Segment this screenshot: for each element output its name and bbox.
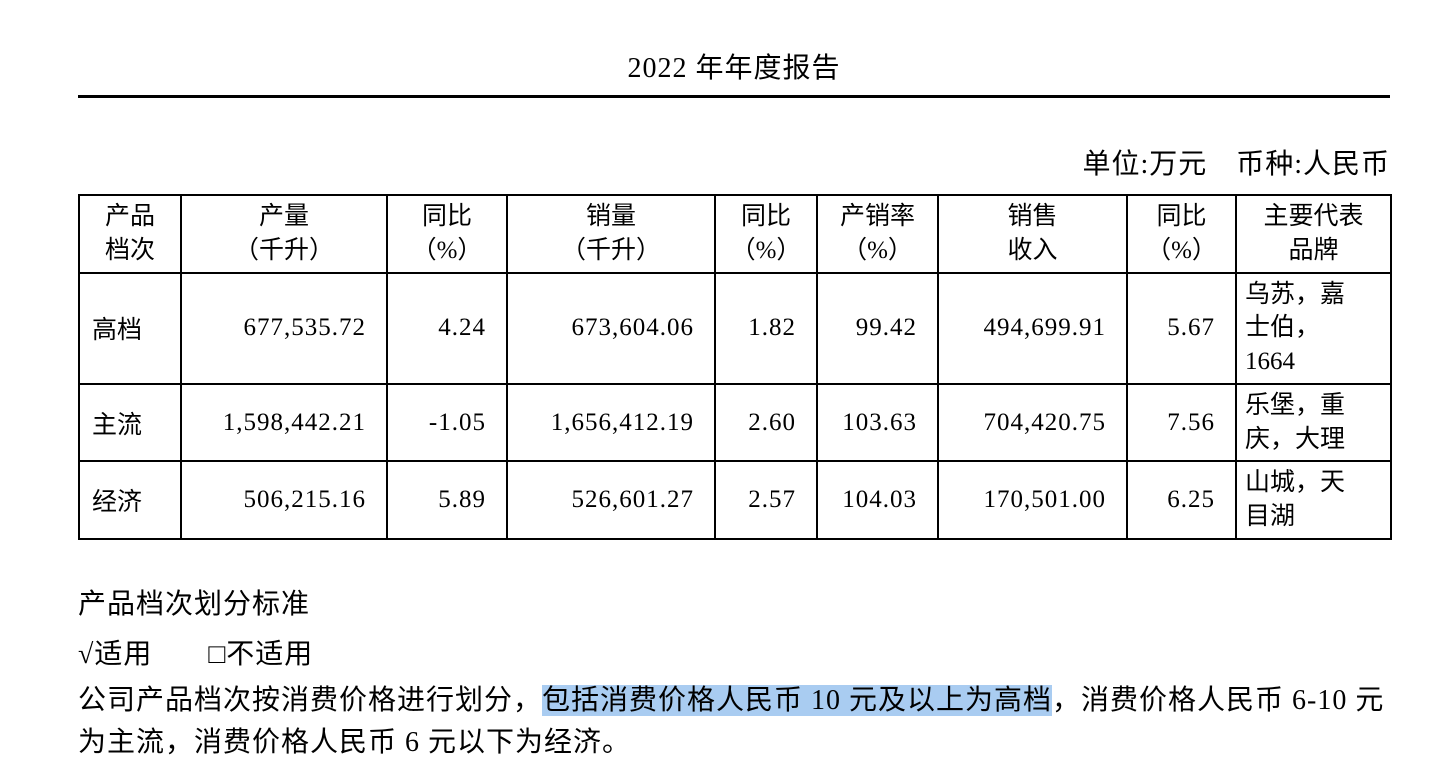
report-title: 2022 年年度报告 <box>627 53 841 84</box>
header-sales-ratio: 产销率 （%） <box>816 194 939 274</box>
cell-tier: 高档 <box>78 271 182 385</box>
cell-tier: 主流 <box>78 382 182 463</box>
header-product-tier: 产品 档次 <box>78 194 182 274</box>
cell-brands: 乐堡，重 庆，大理 <box>1235 382 1392 463</box>
header-revenue-yoy: 同比 （%） <box>1126 194 1237 274</box>
cell-sales-yoy: 2.57 <box>714 460 818 540</box>
cell-brands: 山城，天 目湖 <box>1235 460 1392 540</box>
cell-revenue: 704,420.75 <box>937 382 1128 463</box>
cell-production-yoy: -1.05 <box>386 382 508 463</box>
applicability-line: √适用 □不适用 <box>78 632 1390 672</box>
applicable-option: √适用 <box>78 638 153 670</box>
page-content: 2022 年年度报告 单位:万元 币种:人民币 产品 档次 产量 （千升） 同比… <box>78 0 1392 765</box>
cell-production: 677,535.72 <box>180 271 388 385</box>
cell-sales-ratio: 99.42 <box>816 271 939 385</box>
header-production-yoy: 同比 （%） <box>386 194 508 274</box>
header-revenue: 销售 收入 <box>937 194 1128 274</box>
notes-heading: 产品档次划分标准 <box>78 588 311 620</box>
cell-revenue: 170,501.00 <box>937 460 1128 540</box>
not-applicable-option: □不适用 <box>208 638 314 670</box>
cell-revenue-yoy: 6.25 <box>1126 460 1237 540</box>
cell-production-yoy: 4.24 <box>386 271 508 385</box>
table-header-row: 产品 档次 产量 （千升） 同比 （%） 销量 （千升） 同比 （%） 产销率 … <box>78 194 1392 274</box>
cell-production: 1,598,442.21 <box>180 382 388 463</box>
cell-revenue-yoy: 7.56 <box>1126 382 1237 463</box>
paragraph-text-before: 公司产品档次按消费价格进行划分， <box>78 684 543 716</box>
cell-tier: 经济 <box>78 460 182 540</box>
table-row-economy: 经济 506,215.16 5.89 526,601.27 2.57 104.0… <box>78 460 1392 540</box>
highlighted-text: 包括消费价格人民币 10 元及以上为高档 <box>542 684 1053 716</box>
cell-brands: 乌苏，嘉 士伯， 1664 <box>1235 271 1392 385</box>
cell-production-yoy: 5.89 <box>386 460 508 540</box>
cell-sales-ratio: 103.63 <box>816 382 939 463</box>
header-brands: 主要代表 品牌 <box>1235 194 1392 274</box>
table-row-mainstream: 主流 1,598,442.21 -1.05 1,656,412.19 2.60 … <box>78 382 1392 463</box>
cell-sales-volume: 1,656,412.19 <box>506 382 716 463</box>
cell-sales-volume: 673,604.06 <box>506 271 716 385</box>
cell-sales-yoy: 1.82 <box>714 271 818 385</box>
product-tier-table: 产品 档次 产量 （千升） 同比 （%） 销量 （千升） 同比 （%） 产销率 … <box>78 194 1392 540</box>
units-currency-line: 单位:万元 币种:人民币 <box>1082 149 1390 180</box>
header-production: 产量 （千升） <box>180 194 388 274</box>
cell-sales-yoy: 2.60 <box>714 382 818 463</box>
cell-revenue: 494,699.91 <box>937 271 1128 385</box>
note-paragraph: 公司产品档次按消费价格进行划分，包括消费价格人民币 10 元及以上为高档，消费价… <box>78 680 1390 765</box>
report-page: 2022 年年度报告 单位:万元 币种:人民币 产品 档次 产量 （千升） 同比… <box>78 53 1392 758</box>
table-row-premium: 高档 677,535.72 4.24 673,604.06 1.82 99.42… <box>78 271 1392 385</box>
header-sales-yoy: 同比 （%） <box>714 194 818 274</box>
cell-sales-ratio: 104.03 <box>816 460 939 540</box>
header-sales-volume: 销量 （千升） <box>506 194 716 274</box>
title-rule <box>78 95 1390 98</box>
cell-sales-volume: 526,601.27 <box>506 460 716 540</box>
cell-production: 506,215.16 <box>180 460 388 540</box>
cell-revenue-yoy: 5.67 <box>1126 271 1237 385</box>
